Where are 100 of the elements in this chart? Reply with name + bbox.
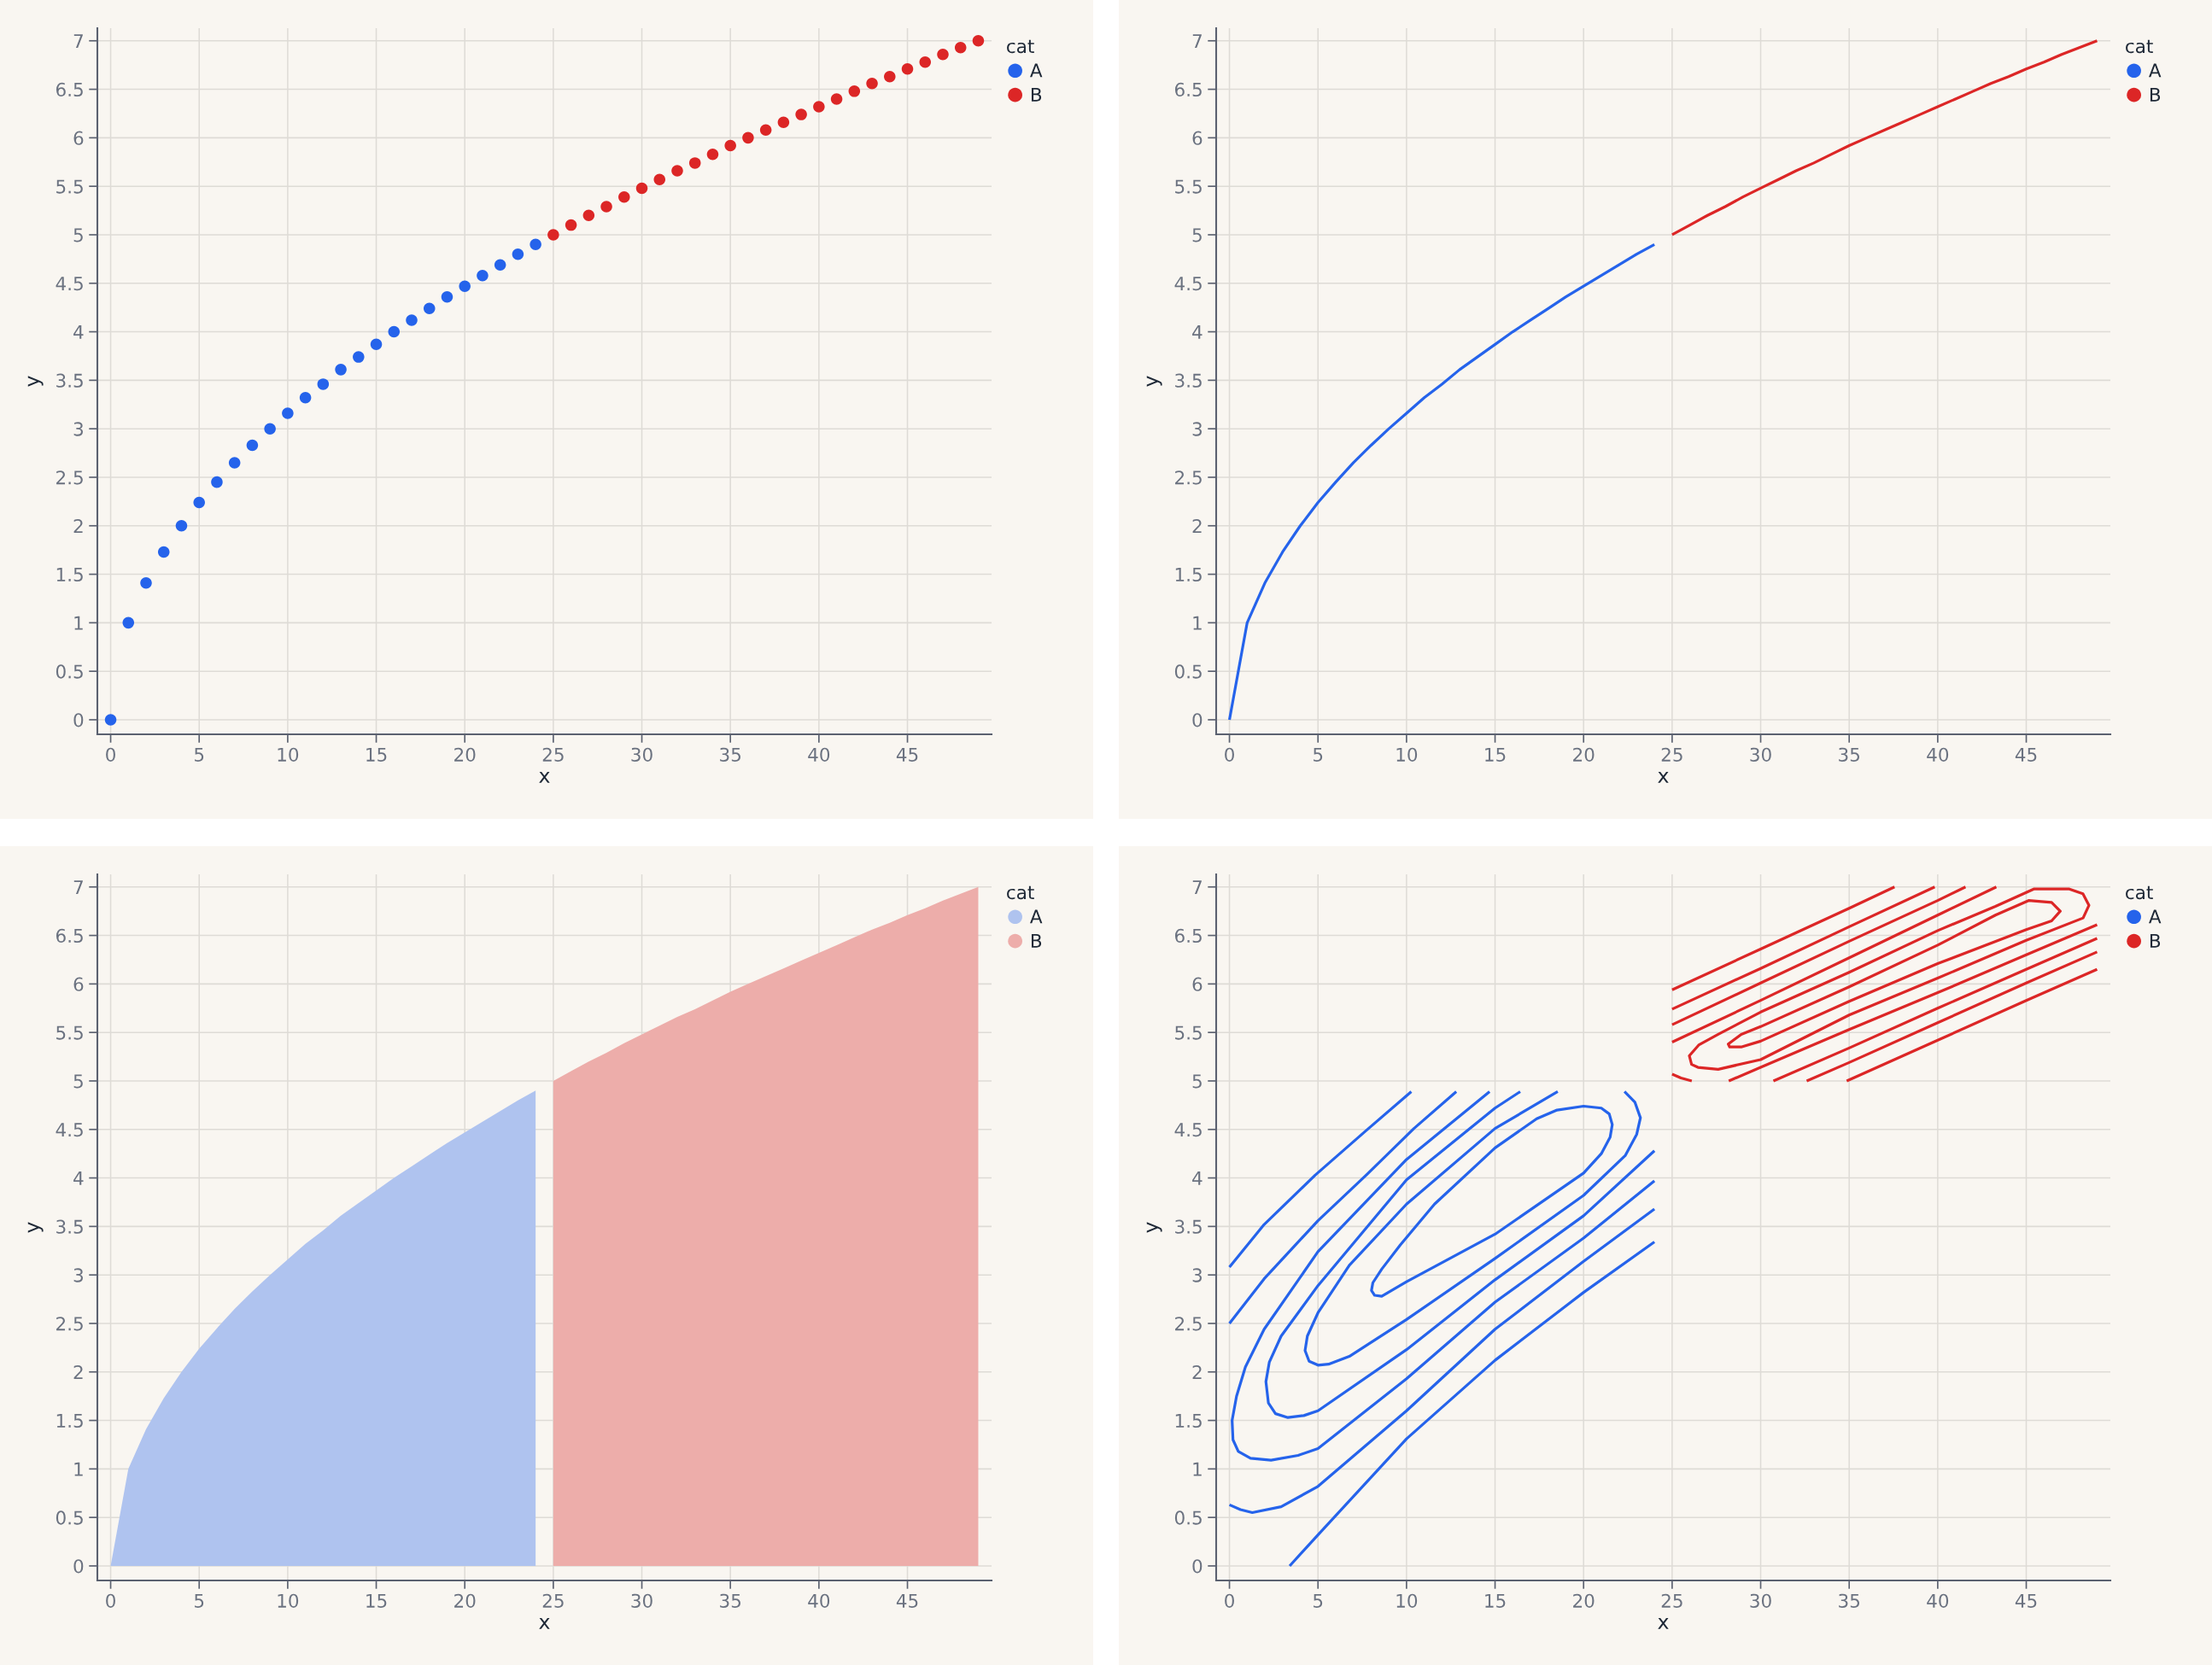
x-tick-label: 30	[631, 1593, 652, 1608]
point	[795, 108, 807, 120]
y-tick-label: 7	[1192, 880, 1202, 894]
y-tick-label: 5.5	[56, 1025, 83, 1040]
point	[317, 378, 330, 390]
x-tick-label: 45	[896, 747, 918, 762]
point	[724, 139, 736, 152]
y-tick-label: 4.5	[56, 277, 83, 291]
point	[370, 338, 383, 351]
point	[671, 165, 683, 177]
y-tick-label: 2	[73, 1364, 83, 1379]
y-tick-label: 2.5	[56, 1317, 83, 1331]
point	[777, 116, 790, 128]
x-tick-label: 15	[1485, 1593, 1506, 1608]
legend-label: A	[1030, 63, 1043, 78]
point	[706, 148, 719, 161]
y-tick-label: 4.5	[1174, 1123, 1202, 1137]
x-tick-label: 20	[1573, 1593, 1595, 1608]
point	[813, 101, 825, 113]
point	[688, 157, 701, 169]
line-series	[1805, 950, 2099, 1083]
y-tick-label: 4	[73, 1171, 84, 1185]
line-series	[1227, 1090, 1458, 1325]
line-series	[1771, 937, 2099, 1083]
legend-title: cat	[2126, 885, 2153, 900]
x-tick-label: 20	[1573, 747, 1595, 762]
point	[494, 259, 506, 271]
point	[884, 71, 896, 83]
legend-label: B	[2150, 87, 2161, 102]
x-tick-label: 5	[1314, 1593, 1323, 1608]
y-tick-label: 2.5	[1175, 1317, 1202, 1331]
x-axis-title: x	[1658, 1617, 1669, 1629]
x-tick-label: 15	[366, 747, 387, 762]
y-tick-label: 5	[1192, 1074, 1202, 1089]
point	[193, 496, 205, 509]
point	[512, 248, 524, 260]
line-series	[1726, 899, 2062, 1049]
point	[211, 476, 223, 488]
point	[353, 351, 365, 363]
y-tick-label: 0.5	[56, 664, 83, 679]
y-tick-label: 6	[1192, 977, 1203, 991]
line-series	[1227, 1090, 1413, 1269]
point	[104, 714, 117, 726]
x-tick-label: 30	[631, 747, 652, 762]
line-series	[1370, 1104, 1614, 1298]
x-tick-label: 15	[1485, 747, 1506, 762]
line-series	[1688, 887, 2091, 1071]
y-tick-label: 3.5	[56, 373, 83, 388]
line-series	[1671, 885, 1936, 1011]
point	[157, 546, 170, 558]
y-tick-label: 1.5	[56, 568, 83, 582]
y-tick-label: 1	[74, 1462, 83, 1476]
line-series	[1671, 39, 2099, 237]
point	[600, 201, 612, 213]
legend-label: B	[1031, 87, 1042, 102]
y-axis-title: y	[27, 1222, 44, 1233]
legend-label: B	[1031, 933, 1042, 948]
point	[122, 616, 135, 629]
point	[299, 392, 312, 404]
y-tick-label: 1.5	[1175, 1414, 1202, 1428]
x-tick-label: 25	[1661, 747, 1682, 762]
point	[653, 173, 666, 185]
y-tick-label: 5	[73, 228, 83, 242]
y-tick-label: 0.5	[1174, 1510, 1202, 1525]
y-tick-label: 4	[1192, 1171, 1203, 1185]
y-tick-label: 3	[73, 1268, 83, 1282]
x-tick-label: 40	[1927, 1593, 1949, 1608]
x-tick-label: 0	[106, 747, 115, 762]
line-series	[1671, 885, 1968, 1026]
x-tick-label: 0	[106, 1593, 115, 1608]
x-axis-title: x	[1658, 771, 1669, 783]
y-tick-label: 6.5	[1174, 82, 1202, 97]
legend-label: B	[2150, 933, 2161, 948]
y-tick-label: 7	[73, 880, 83, 894]
x-tick-label: 10	[1396, 1593, 1418, 1608]
y-tick-label: 4.5	[56, 1123, 83, 1137]
point	[175, 519, 188, 532]
line-series	[1227, 242, 1656, 722]
point	[547, 229, 559, 241]
point	[423, 302, 436, 315]
y-tick-label: 5	[73, 1074, 83, 1089]
point	[406, 314, 418, 326]
line-series	[1288, 1240, 1656, 1568]
x-tick-label: 15	[366, 1593, 387, 1608]
x-tick-label: 35	[720, 747, 741, 762]
x-tick-label: 0	[1225, 1593, 1234, 1608]
x-tick-label: 25	[542, 1593, 564, 1608]
line-series	[1671, 885, 1998, 1044]
line-series	[1303, 1090, 1642, 1367]
x-tick-label: 35	[1839, 747, 1860, 762]
point	[565, 219, 577, 231]
y-tick-label: 7	[73, 34, 83, 48]
y-tick-label: 2.5	[56, 470, 83, 485]
point	[140, 577, 152, 589]
x-tick-label: 5	[1314, 747, 1323, 762]
y-tick-label: 3.5	[1175, 1219, 1202, 1234]
x-tick-label: 40	[808, 1593, 830, 1608]
point	[228, 457, 241, 469]
legend-title: cat	[2126, 39, 2153, 54]
point	[477, 269, 489, 282]
